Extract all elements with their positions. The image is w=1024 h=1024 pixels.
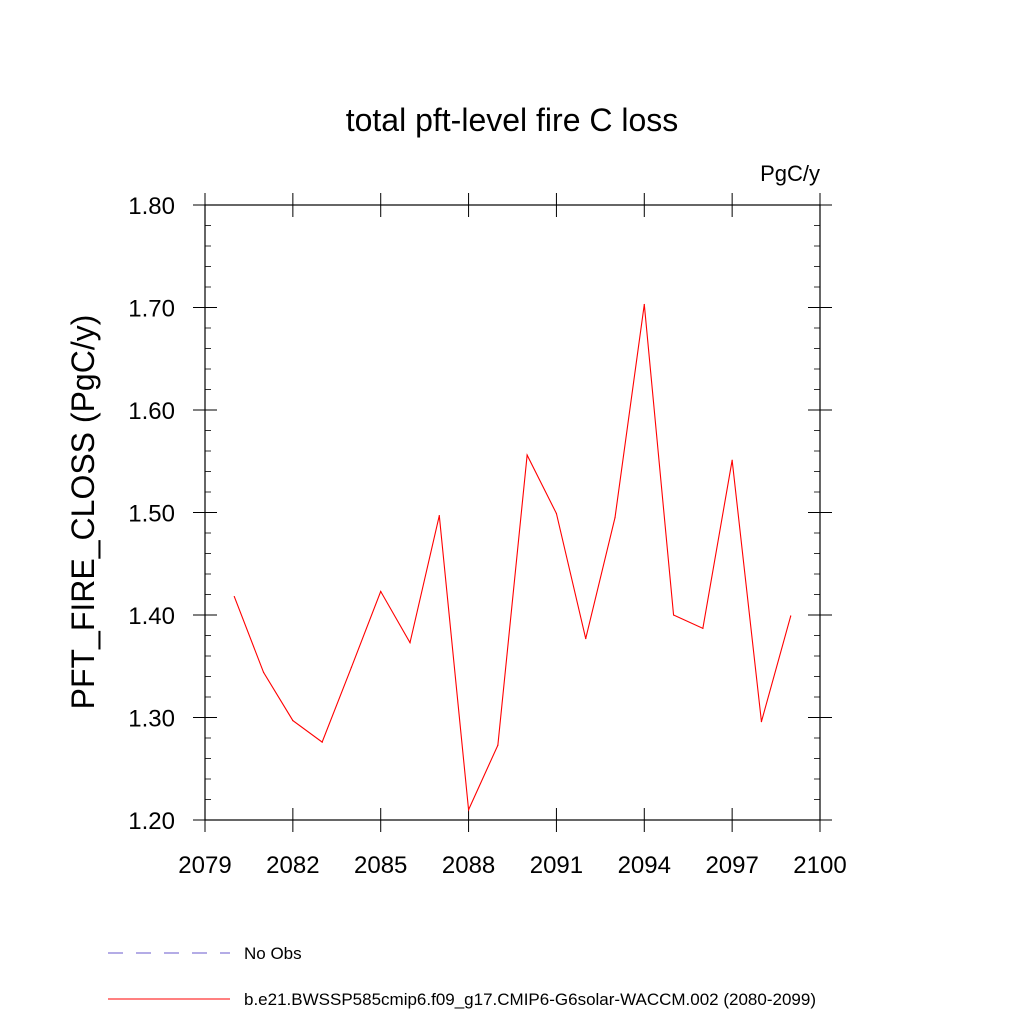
x-tick-label: 2085 [354, 852, 407, 879]
data-point [526, 454, 528, 456]
x-tick-label: 2088 [442, 852, 495, 879]
y-axis-label: PFT_FIRE_CLOSS (PgC/y) [65, 315, 101, 710]
data-point [262, 671, 265, 674]
data-point [438, 514, 440, 517]
x-axis: 2079 2082 2085 2088 2091 2094 2097 2100 [178, 193, 847, 879]
legend-label: No Obs [244, 944, 302, 963]
y-tick-label: 1.70 [128, 296, 175, 323]
data-point [555, 512, 558, 515]
y-tick-label: 1.40 [128, 603, 175, 630]
data-point [760, 721, 763, 723]
series-layer [233, 303, 792, 812]
data-point [292, 719, 294, 722]
x-tick-label: 2097 [705, 852, 758, 879]
data-point [380, 590, 382, 593]
minor-ticks [205, 204, 820, 821]
x-tick-label: 2091 [530, 852, 583, 879]
series-line [233, 304, 792, 812]
y-tick-label: 1.50 [128, 501, 175, 528]
plot-frame [204, 204, 821, 821]
data-point [467, 809, 470, 811]
data-point [643, 303, 645, 306]
y-tick-label: 1.30 [128, 706, 175, 733]
data-point [497, 744, 499, 746]
legend-label: b.e21.BWSSP585cmip6.f09_g17.CMIP6-G6sola… [244, 990, 816, 1009]
x-tick-label: 2094 [618, 852, 671, 879]
data-point [350, 666, 353, 668]
x-tick-label: 2100 [793, 852, 846, 879]
y-tick-label: 1.20 [128, 808, 175, 835]
data-point [409, 642, 411, 644]
chart-title: total pft-level fire C loss [346, 102, 679, 138]
y-tick-label: 1.80 [128, 193, 175, 220]
data-point [321, 741, 323, 743]
data-point [585, 637, 587, 640]
y-tick-label: 1.60 [128, 398, 175, 425]
x-tick-label: 2082 [266, 852, 319, 879]
legend: No Obs b.e21.BWSSP585cmip6.f09_g17.CMIP6-… [108, 944, 816, 1009]
data-point [790, 615, 792, 617]
y-axis: 1.20 1.30 1.40 1.50 1.60 1.70 1.80 [128, 193, 832, 835]
data-point [614, 517, 616, 519]
data-point [233, 595, 235, 598]
x-tick-label: 2079 [178, 852, 231, 879]
data-point [702, 627, 704, 629]
data-point [672, 614, 675, 616]
units-label: PgC/y [760, 161, 820, 186]
data-point [731, 459, 733, 461]
